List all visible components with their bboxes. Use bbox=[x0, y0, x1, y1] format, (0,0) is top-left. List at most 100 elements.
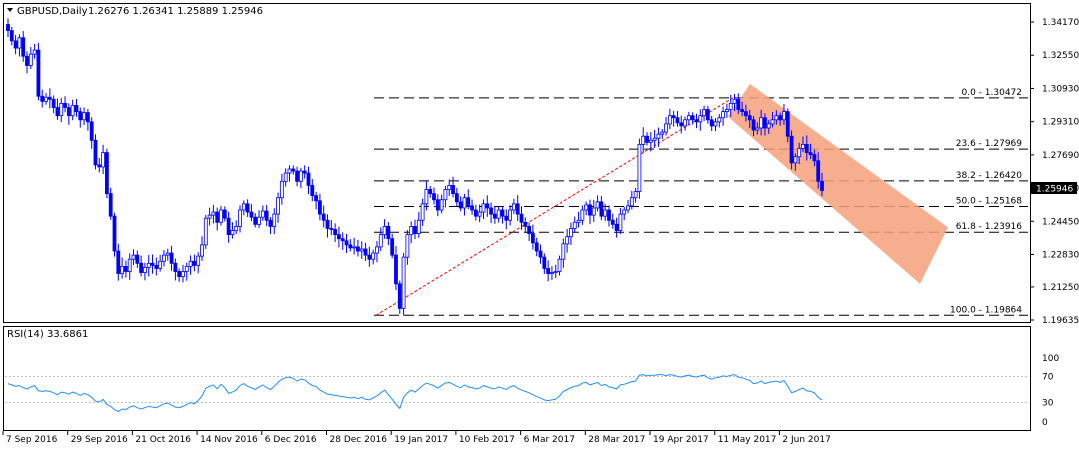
time-tick-label: 10 Feb 2017 bbox=[459, 435, 515, 445]
time-tick-label: 2 Jun 2017 bbox=[782, 435, 830, 445]
candle-body bbox=[409, 226, 414, 236]
candle-body bbox=[47, 96, 52, 100]
candle-body bbox=[177, 271, 182, 278]
candle-body bbox=[70, 105, 75, 117]
time-tick-label: 28 Mar 2017 bbox=[588, 435, 645, 445]
candle-body bbox=[264, 210, 269, 221]
candle-body bbox=[348, 244, 353, 249]
candle-body bbox=[124, 265, 128, 272]
candle-body bbox=[363, 248, 368, 256]
candle-body bbox=[375, 246, 379, 254]
candle-body bbox=[268, 219, 273, 227]
candle-body bbox=[219, 209, 223, 223]
candle-body bbox=[359, 248, 364, 252]
candle-body bbox=[432, 193, 436, 201]
candle-body bbox=[747, 115, 752, 121]
candle-body bbox=[356, 246, 360, 252]
candle-body bbox=[801, 143, 805, 149]
candle-body bbox=[371, 252, 376, 260]
candle-body bbox=[207, 214, 212, 219]
candle-body bbox=[690, 115, 695, 121]
candle-body bbox=[565, 236, 570, 245]
candle-body bbox=[340, 238, 345, 242]
rsi-path bbox=[7, 374, 823, 413]
candle-body bbox=[778, 115, 783, 121]
candle-body bbox=[656, 133, 661, 139]
candle-body bbox=[645, 135, 649, 143]
time-tick-label: 28 Dec 2016 bbox=[330, 435, 388, 445]
time-tick-label: 11 May 2017 bbox=[718, 435, 777, 445]
candle-body bbox=[793, 156, 798, 164]
price-tick-label: 1.24450 bbox=[1042, 217, 1079, 227]
candle-body bbox=[108, 193, 113, 217]
candle-body bbox=[451, 185, 455, 195]
candle-body bbox=[165, 252, 170, 256]
candle-body bbox=[439, 199, 444, 211]
candle-body bbox=[576, 219, 581, 223]
candle-body bbox=[763, 117, 767, 129]
candle-body bbox=[569, 228, 573, 238]
candle-body bbox=[230, 230, 235, 236]
price-tick-label: 1.30930 bbox=[1042, 84, 1079, 94]
candle-body bbox=[515, 203, 520, 215]
candle-body bbox=[416, 219, 421, 234]
dropdown-triangle-icon[interactable] bbox=[7, 8, 13, 12]
candle-body bbox=[120, 265, 125, 274]
candle-body bbox=[546, 268, 551, 274]
candle-body bbox=[382, 226, 387, 236]
candle-body bbox=[249, 211, 254, 218]
candle-body bbox=[523, 221, 528, 227]
candle-body bbox=[394, 254, 398, 285]
candle-body bbox=[310, 185, 315, 197]
price-channel[interactable] bbox=[728, 83, 948, 284]
candle-body bbox=[352, 246, 357, 249]
candle-body bbox=[291, 168, 296, 172]
time-tick-label: 7 Sep 2016 bbox=[6, 435, 58, 445]
symbol-label: GBPUSD,Daily bbox=[17, 6, 88, 17]
candle-body bbox=[139, 262, 144, 273]
candle-body bbox=[618, 213, 623, 231]
candle-body bbox=[131, 254, 136, 260]
candle-body bbox=[591, 207, 596, 216]
candle-body bbox=[572, 221, 577, 229]
candle-body bbox=[553, 271, 558, 273]
candle-body bbox=[580, 209, 585, 221]
candle-body bbox=[709, 119, 714, 127]
candle-body bbox=[740, 109, 745, 112]
candle-body bbox=[683, 119, 687, 127]
candle-body bbox=[686, 115, 691, 121]
candle-body bbox=[55, 107, 60, 117]
time-tick-label: 19 Jan 2017 bbox=[394, 435, 448, 445]
candle-body bbox=[705, 109, 710, 121]
candle-body bbox=[443, 189, 448, 201]
candle-body bbox=[51, 98, 56, 108]
candle-body bbox=[386, 226, 391, 240]
candle-body bbox=[561, 243, 566, 260]
candle-body bbox=[470, 205, 474, 211]
candle-body bbox=[245, 203, 250, 213]
time-tick-label: 6 Dec 2016 bbox=[265, 435, 317, 445]
candle-body bbox=[603, 209, 608, 217]
candle-body bbox=[241, 203, 246, 211]
candle-body bbox=[13, 40, 18, 49]
candle-body bbox=[226, 217, 231, 236]
candle-body bbox=[500, 209, 505, 217]
candle-body bbox=[321, 213, 326, 221]
candle-body bbox=[36, 49, 41, 97]
candle-body bbox=[717, 117, 722, 123]
candle-body bbox=[158, 260, 163, 269]
fib-label: 38.2 - 1.26420 bbox=[956, 171, 1022, 181]
candle-body bbox=[485, 203, 490, 209]
candle-body bbox=[534, 242, 539, 252]
ohlc-values: 1.26276 1.26341 1.25889 1.25946 bbox=[88, 6, 263, 17]
candle-body bbox=[112, 215, 117, 252]
candle-body bbox=[196, 255, 201, 266]
time-tick-label: 19 Apr 2017 bbox=[653, 435, 709, 445]
candle-body bbox=[629, 197, 634, 207]
candle-body bbox=[378, 234, 383, 248]
candle-body bbox=[496, 209, 501, 219]
candle-body bbox=[721, 111, 726, 119]
candle-body bbox=[789, 135, 794, 164]
candle-body bbox=[253, 216, 258, 225]
